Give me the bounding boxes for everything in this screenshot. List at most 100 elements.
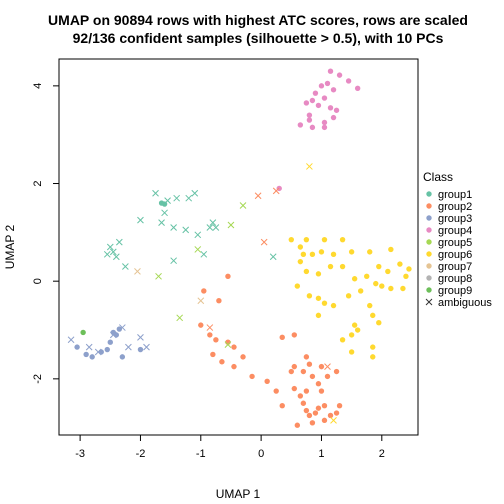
ambiguous-point	[173, 194, 181, 202]
group2-point	[210, 351, 216, 358]
group2-point	[264, 378, 270, 384]
ambiguous-point	[224, 341, 232, 349]
group6-point	[294, 283, 301, 289]
group6-point	[376, 263, 382, 270]
ambiguous-point	[152, 189, 159, 197]
group3-point	[74, 344, 80, 350]
group6-point	[370, 344, 376, 350]
group6-point	[403, 273, 409, 279]
ambiguous-point	[176, 314, 184, 322]
ambiguous-point	[185, 194, 193, 202]
group4-point	[321, 119, 328, 126]
group6-point	[297, 244, 304, 250]
group4-point	[321, 95, 328, 101]
chart-title-line2: 92/136 confident samples (silhouette > 0…	[73, 30, 444, 46]
group4-point	[336, 72, 343, 78]
y-axis-label: UMAP 2	[3, 224, 17, 269]
ambiguous-point	[197, 297, 205, 305]
group2-point	[318, 388, 325, 394]
ambiguous-point	[134, 268, 141, 275]
group6-point	[327, 263, 334, 270]
group2-point	[303, 407, 310, 414]
group2-point	[303, 354, 310, 360]
group6-point	[288, 236, 294, 243]
legend-label: group4	[438, 225, 472, 237]
group3-point	[98, 349, 104, 355]
group6-point	[315, 271, 322, 277]
group2-point	[333, 410, 340, 416]
ambiguous-point	[109, 331, 117, 339]
legend-marker	[426, 263, 432, 269]
legend-marker-cross	[425, 298, 433, 306]
legend-entry-group4: group4	[426, 225, 472, 237]
ambiguous-point	[112, 253, 120, 261]
legend-label: group7	[438, 261, 472, 273]
group4-point	[327, 105, 334, 111]
ambiguous-point	[158, 219, 165, 226]
group2-point	[225, 273, 231, 279]
group2-point	[309, 420, 316, 426]
group6-point	[348, 332, 355, 338]
group2-point	[231, 363, 237, 370]
group4-point	[330, 114, 337, 121]
ambiguous-point	[115, 238, 123, 246]
legend-marker	[426, 191, 432, 197]
group2-point	[291, 332, 298, 338]
group6-point	[367, 249, 373, 255]
group6-point	[406, 266, 412, 272]
legend-label: group5	[438, 237, 472, 249]
legend-entry-group2: group2	[426, 201, 472, 213]
group6-point	[303, 268, 310, 275]
ambiguous-point	[260, 238, 268, 246]
group4-point	[312, 90, 319, 96]
ambiguous-point	[191, 189, 199, 197]
ambiguous-point	[122, 263, 129, 270]
group2-point	[291, 363, 298, 370]
plot-area-frame	[58, 58, 419, 436]
legend-marker	[426, 239, 432, 245]
ambiguous-point	[106, 243, 114, 251]
ambiguous-point	[103, 250, 111, 258]
group4-point	[297, 122, 304, 128]
legend-entry-group3: group3	[426, 213, 472, 225]
group3-point	[107, 339, 113, 345]
group3-point	[113, 332, 120, 338]
legend-entry-ambiguous: ambiguous	[425, 297, 492, 309]
group2-point	[297, 393, 304, 399]
ambiguous-point	[239, 202, 247, 209]
group3-point	[137, 346, 144, 353]
ambiguous-point	[137, 216, 144, 224]
group6-point	[297, 258, 304, 265]
ambiguous-point	[137, 333, 144, 341]
group2-point	[321, 417, 328, 424]
group6-point	[370, 354, 376, 360]
x-tick-label: 0	[258, 448, 264, 460]
y-tick-label: 0	[32, 278, 44, 284]
group6-point	[376, 319, 382, 326]
group6-point	[321, 236, 328, 243]
ambiguous-point	[125, 343, 132, 351]
group2-point	[309, 373, 316, 380]
group4-point	[330, 87, 337, 93]
y-tick-label: 4	[32, 83, 44, 89]
group2-point	[300, 368, 307, 375]
group2-point	[216, 298, 222, 304]
legend-label: group1	[438, 189, 472, 201]
legend-items: group1group2group3group4group5group6grou…	[425, 189, 492, 309]
ambiguous-point	[194, 246, 202, 253]
group2-point	[315, 381, 322, 387]
legend-entry-group6: group6	[426, 249, 472, 261]
legend-marker	[426, 203, 432, 209]
group6-point	[354, 327, 361, 333]
legend-label: group8	[438, 273, 472, 285]
group3-point	[116, 326, 123, 332]
group4-point	[327, 68, 334, 74]
x-tick-label: 2	[379, 448, 385, 460]
group4-point	[306, 112, 313, 118]
group4-point	[309, 97, 316, 104]
legend-entry-group7: group7	[426, 261, 472, 273]
ambiguous-point	[212, 224, 220, 231]
legend-marker	[426, 287, 432, 293]
group2-point	[273, 388, 279, 394]
